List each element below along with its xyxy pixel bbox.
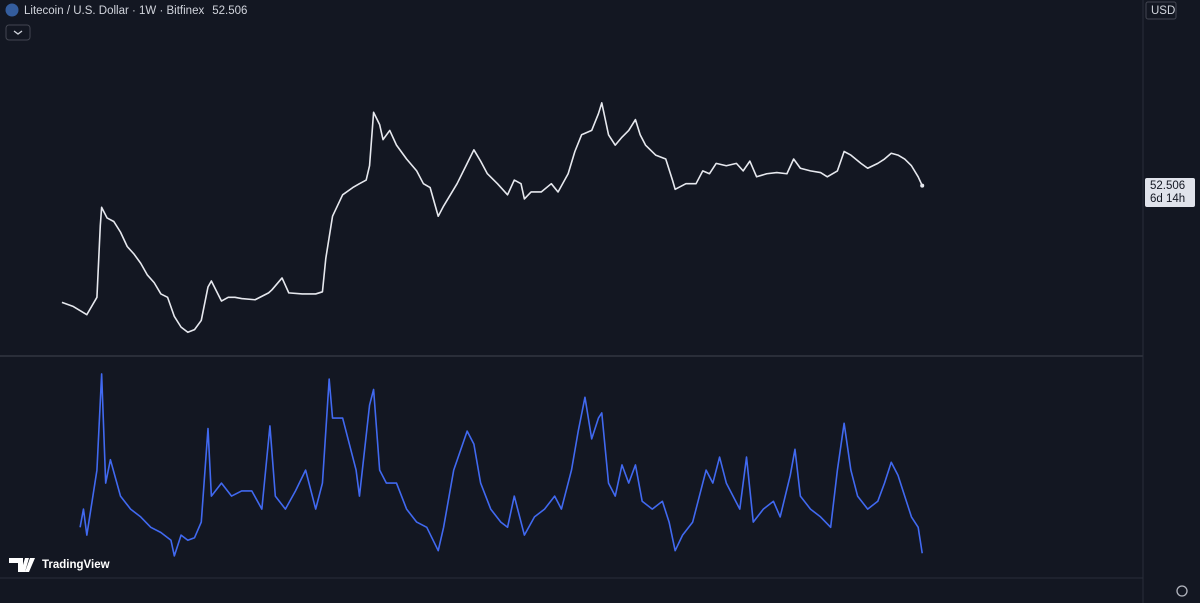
plot — [61, 102, 925, 557]
countdown: 6d 14h — [1150, 193, 1185, 205]
last-price-label: 52.506 — [1150, 180, 1185, 192]
chevron — [13, 30, 23, 35]
tv-logo — [9, 558, 35, 572]
watermark: TradingView — [42, 559, 110, 571]
last-price-box — [1145, 178, 1195, 207]
header-price: 52.506 — [212, 5, 247, 17]
symbol-title: Litecoin / U.S. Dollar · 1W · Bitfinex — [24, 5, 204, 17]
coin-icon — [5, 3, 19, 17]
settings-button[interactable] — [1176, 585, 1188, 597]
currency-box[interactable] — [1145, 1, 1177, 20]
collapse-button[interactable] — [5, 24, 31, 41]
series-line — [79, 373, 924, 557]
last-price-dot — [920, 183, 925, 188]
series-line — [61, 102, 923, 334]
currency: USD — [1151, 5, 1175, 17]
